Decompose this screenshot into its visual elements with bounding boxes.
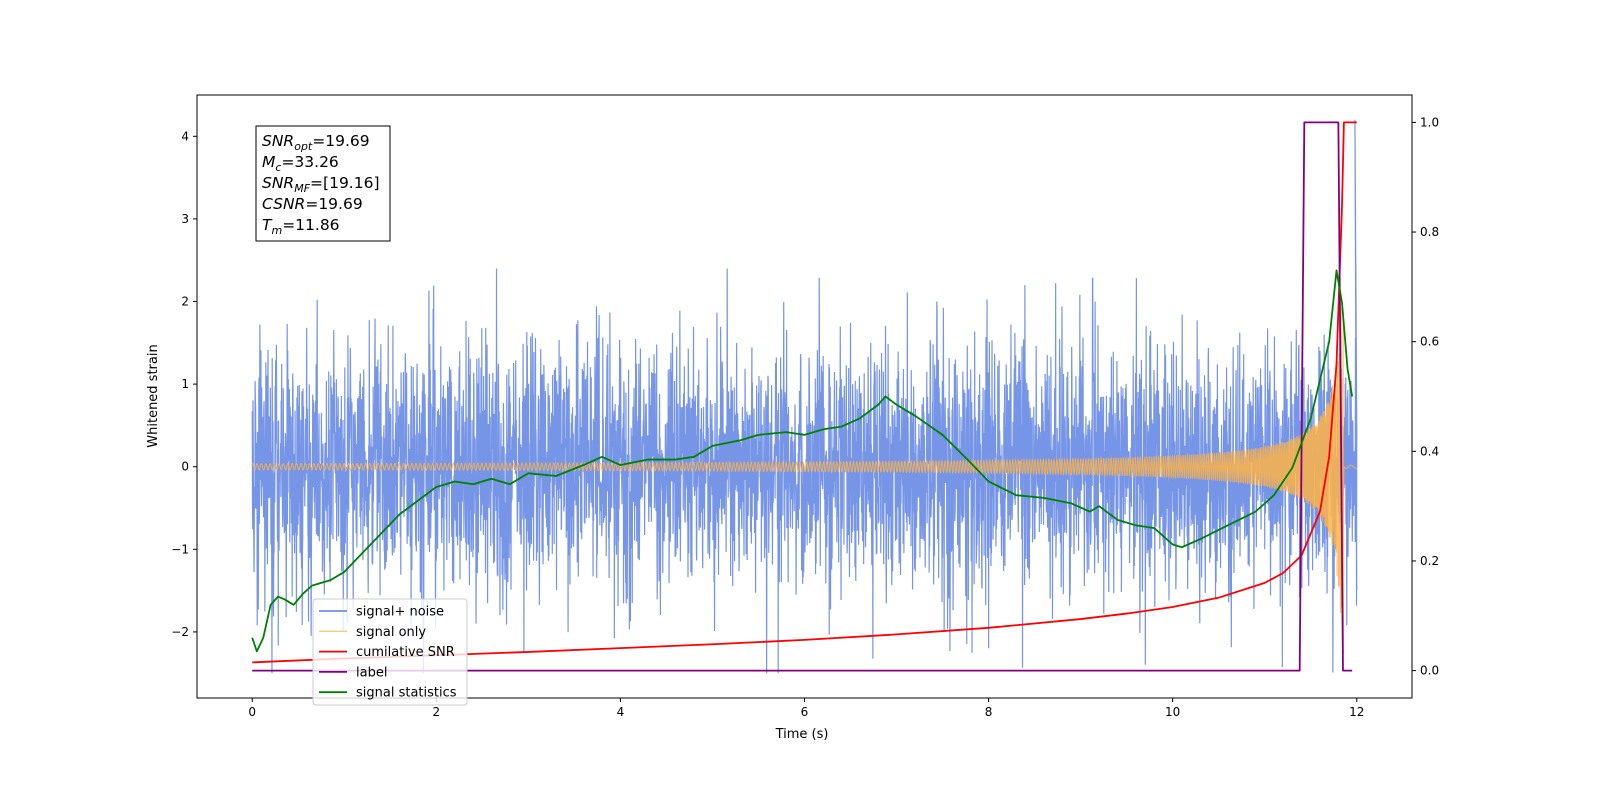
stats-box-frame xyxy=(255,125,391,242)
y-axis-left: −2 −1 0 1 2 3 4 xyxy=(171,129,197,639)
y2-tick-label: 0.6 xyxy=(1420,335,1439,349)
y-tick-label: −1 xyxy=(171,542,189,556)
y2-tick-label: 1.0 xyxy=(1420,115,1439,129)
y2-tick-label: 0.4 xyxy=(1420,444,1439,458)
y-axis-right: 0.0 0.2 0.4 0.6 0.8 1.0 xyxy=(1412,115,1439,678)
y2-tick-label: 0.2 xyxy=(1420,554,1439,568)
series-line-cumulative-snr xyxy=(252,121,1357,664)
stats-line: CSNR=19.69 xyxy=(262,195,363,213)
x-tick-label: 0 xyxy=(248,705,256,719)
stats-line: SNRopt=19.69 xyxy=(262,132,370,153)
y-tick-label: 0 xyxy=(181,460,189,474)
x-tick-label: 2 xyxy=(432,705,440,719)
legend-entry-label: signal only xyxy=(356,625,426,640)
x-axis-label: Time (s) xyxy=(775,727,829,742)
series-line-signal-noise xyxy=(251,119,1358,674)
y-axis-label: Whitened strain xyxy=(146,344,161,447)
stats-line: SNRMF=[19.16] xyxy=(262,174,380,195)
legend: signal+ noise signal only cumilative SNR la… xyxy=(312,598,468,706)
x-tick-label: 6 xyxy=(801,705,809,719)
y-tick-label: 2 xyxy=(181,295,189,309)
x-tick-label: 8 xyxy=(985,705,993,719)
y-tick-label: 1 xyxy=(181,377,189,391)
plot-area xyxy=(251,119,1358,674)
legend-entry-label: cumilative SNR xyxy=(356,645,455,660)
x-tick-label: 4 xyxy=(617,705,625,719)
stats-line: Tm=11.86 xyxy=(262,216,340,237)
series-line-label xyxy=(252,121,1353,672)
x-tick-label: 12 xyxy=(1349,705,1364,719)
series-line-signal-only xyxy=(251,307,1358,655)
legend-frame xyxy=(312,598,468,706)
stats-line: Mc=33.26 xyxy=(262,153,339,174)
y-tick-label: 3 xyxy=(181,212,189,226)
legend-entry-label: label xyxy=(356,665,387,680)
y-tick-label: 4 xyxy=(181,129,189,143)
legend-entry-label: signal statistics xyxy=(356,686,457,701)
y2-tick-label: 0.0 xyxy=(1420,664,1439,678)
stats-annotation-box: SNRopt=19.69Mc=33.26SNRMF=[19.16]CSNR=19… xyxy=(255,125,391,242)
legend-entry-label: signal+ noise xyxy=(356,605,444,620)
series-line-signal-statistics xyxy=(251,269,1354,653)
y2-tick-label: 0.8 xyxy=(1420,225,1439,239)
y-tick-label: −2 xyxy=(171,625,189,639)
x-tick-label: 10 xyxy=(1165,705,1180,719)
